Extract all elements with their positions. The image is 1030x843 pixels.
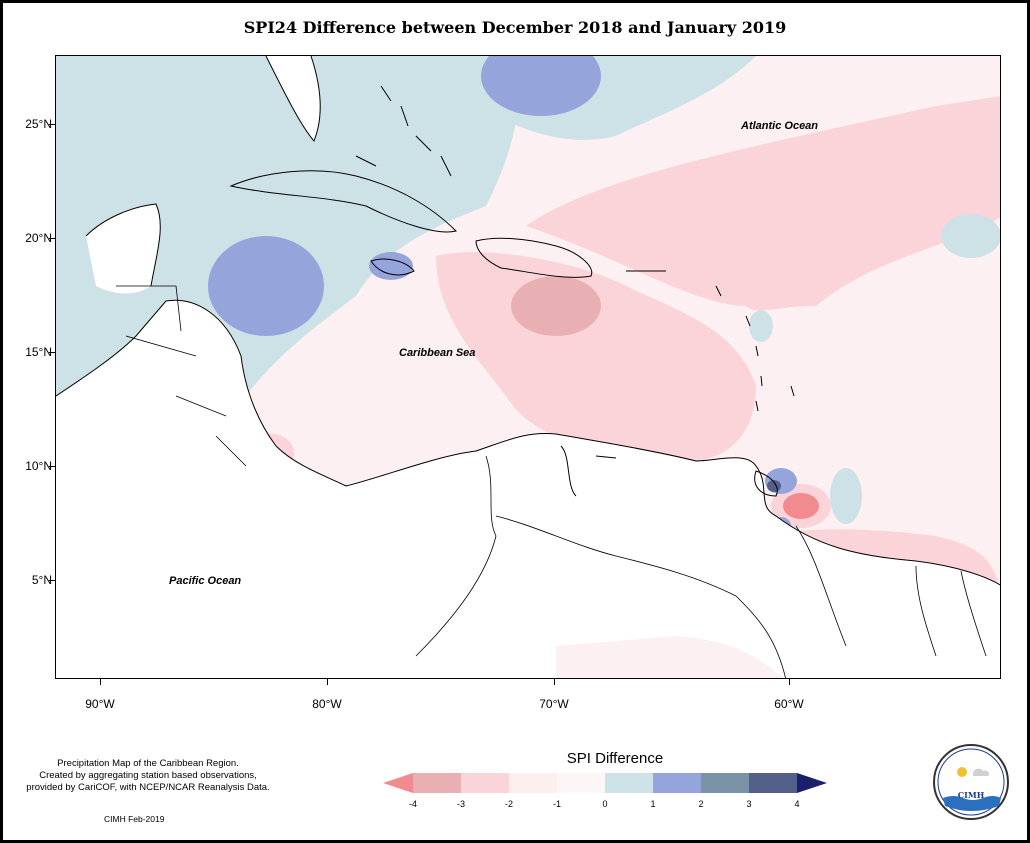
blue-core-west-caribbean [208, 236, 324, 336]
lat-tick-5n: 5°N [31, 573, 52, 587]
legend-swatch-plus1 [605, 773, 653, 793]
logo-graphic [937, 748, 1005, 816]
blue-blob-east [941, 214, 1000, 258]
coastline-florida [265, 56, 321, 142]
coastline-lesser-antilles [715, 285, 795, 412]
lat-tick-10n: 10°N [25, 459, 52, 473]
lat-tick-mark [49, 580, 55, 581]
coastline-cuba [229, 170, 457, 233]
legend-tick-label: -1 [552, 799, 561, 809]
legend-swatch-minus1 [509, 773, 557, 793]
lon-tick-60w: 60°W [774, 697, 804, 711]
coastline-yucatan [85, 203, 161, 287]
wave-icon [943, 796, 1001, 811]
lat-tick-15n: 15°N [25, 345, 52, 359]
blue-core-atlantic-north [481, 56, 601, 116]
footer-note-line: Created by aggregating station based obs… [39, 770, 257, 781]
coastline-mainland [56, 299, 1000, 586]
lon-tick-mark [789, 679, 790, 685]
cimh-logo: CIMH [933, 744, 1009, 820]
legend-tick-label: -4 [408, 799, 417, 809]
legend-tick-label: -2 [504, 799, 513, 809]
lon-tick-mark [100, 679, 101, 685]
legend-swatch-minus2 [461, 773, 509, 793]
land-mask-south-america [56, 300, 1000, 678]
lat-tick-mark [49, 466, 55, 467]
border-colombia-venezuela [415, 455, 497, 657]
legend-tick-label: -3 [456, 799, 465, 809]
legend-tick-label: 2 [698, 799, 704, 809]
footer-note-line: Precipitation Map of the Caribbean Regio… [57, 758, 239, 769]
darker-pink-core [511, 276, 601, 336]
legend-swatch-minus3 [413, 773, 461, 793]
border-venezuela-brazil [495, 515, 786, 678]
label-pacific-ocean: Pacific Ocean [169, 575, 242, 587]
border-guianas [795, 525, 987, 657]
coastline-jamaica [370, 258, 415, 276]
sun-icon [957, 767, 967, 777]
map-panel: Atlantic Ocean Caribbean Sea Pacific Oce… [55, 55, 1001, 679]
coastline-maracaibo [560, 445, 617, 497]
logo-ring [937, 748, 1005, 816]
coastline-hispaniola [475, 237, 593, 278]
legend-colorbar [383, 773, 827, 793]
land-mask-florida [266, 56, 321, 141]
lat-tick-mark [49, 124, 55, 125]
legend-swatch-max [797, 773, 827, 793]
legend-tick-label: 1 [650, 799, 656, 809]
label-caribbean-sea: Caribbean Sea [399, 347, 476, 359]
atlantic-pink-zone [526, 96, 1000, 311]
blue-blob-tobago [830, 468, 862, 524]
cloud-icon [973, 768, 990, 776]
red-core [783, 493, 819, 519]
legend-swatch-plus3 [701, 773, 749, 793]
lon-tick-80w: 80°W [312, 697, 342, 711]
lat-tick-20n: 20°N [25, 231, 52, 245]
legend-title: SPI Difference [566, 750, 664, 767]
map-title: SPI24 Difference between December 2018 a… [243, 18, 787, 37]
legend-tick-label: 3 [746, 799, 752, 809]
footer-note-line: provided by CariCOF, with NCEP/NCAR Rean… [26, 782, 270, 793]
footer-note: Precipitation Map of the Caribbean Regio… [8, 758, 288, 794]
lon-tick-90w: 90°W [85, 697, 115, 711]
logo-text: CIMH [957, 790, 985, 800]
land-mask-yucatan [86, 204, 161, 294]
coastline-bahamas [355, 85, 452, 177]
legend-tick-label: 4 [794, 799, 800, 809]
legend-swatch-zero [557, 773, 605, 793]
credit-text: CIMH Feb-2019 [104, 814, 165, 824]
blue-blob-windward [749, 310, 773, 342]
lon-tick-70w: 70°W [539, 697, 569, 711]
label-atlantic-ocean: Atlantic Ocean [741, 120, 819, 132]
border-central-america [116, 285, 247, 467]
lat-tick-mark [49, 352, 55, 353]
map-canvas [56, 56, 1000, 678]
lat-tick-25n: 25°N [25, 117, 52, 131]
lon-tick-mark [554, 679, 555, 685]
lon-tick-mark [327, 679, 328, 685]
legend-swatch-minus4 [383, 773, 413, 793]
legend-tick-label: 0 [602, 799, 608, 809]
coastline-trinidad [754, 470, 778, 497]
lat-tick-mark [49, 238, 55, 239]
legend-swatch-plus4 [749, 773, 797, 793]
legend-swatch-plus2 [653, 773, 701, 793]
